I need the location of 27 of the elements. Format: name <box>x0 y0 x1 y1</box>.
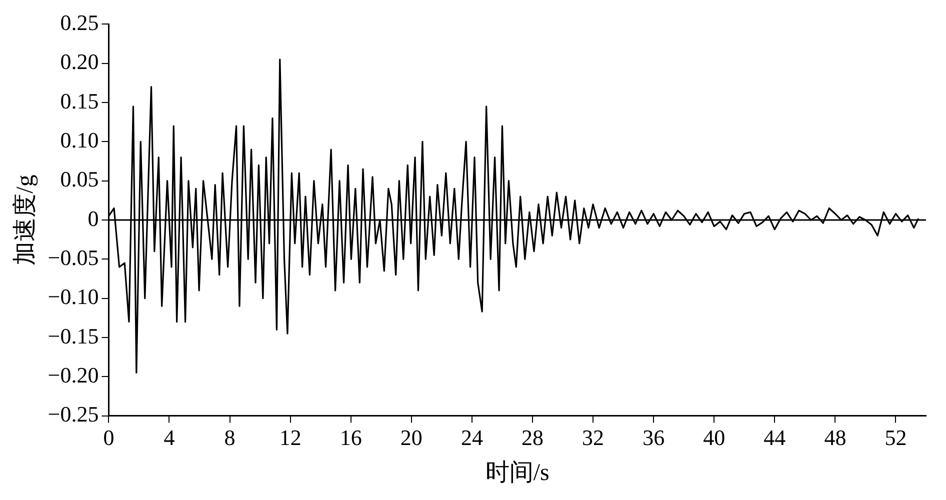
y-tick-label: −0.25 <box>48 402 99 427</box>
x-tick-label: 32 <box>582 424 604 450</box>
y-axis-title: 加速度/g <box>12 174 39 266</box>
y-tick-label: −0.05 <box>48 244 99 270</box>
x-tick-label: 52 <box>884 424 907 450</box>
y-tick-label: −0.10 <box>48 284 99 310</box>
x-axis-title: 时间/s <box>485 460 550 486</box>
x-tick-label: 40 <box>703 424 726 450</box>
y-tick-label: 0 <box>88 206 99 231</box>
x-tick-label: 28 <box>521 424 544 450</box>
x-tick-label: 12 <box>279 424 302 450</box>
x-tick-label: 48 <box>824 424 846 450</box>
x-tick-label: 16 <box>340 424 362 450</box>
x-tick-label: 0 <box>103 424 114 450</box>
y-tick-label: 0.10 <box>60 127 99 152</box>
y-tick-label: 0.15 <box>60 88 99 114</box>
x-tick-label: 24 <box>460 424 483 450</box>
y-tick-label: 0.20 <box>60 49 99 74</box>
x-tick-label: 44 <box>764 424 786 450</box>
y-tick-label: −0.20 <box>48 362 99 388</box>
y-tick-label: 0.05 <box>60 166 99 192</box>
x-tick-label: 20 <box>400 424 422 450</box>
x-tick-label: 4 <box>164 424 175 450</box>
y-tick-label: 0.25 <box>60 10 99 35</box>
x-tick-label: 36 <box>642 424 665 450</box>
x-tick-label: 8 <box>224 424 236 450</box>
y-tick-label: −0.15 <box>48 323 99 348</box>
